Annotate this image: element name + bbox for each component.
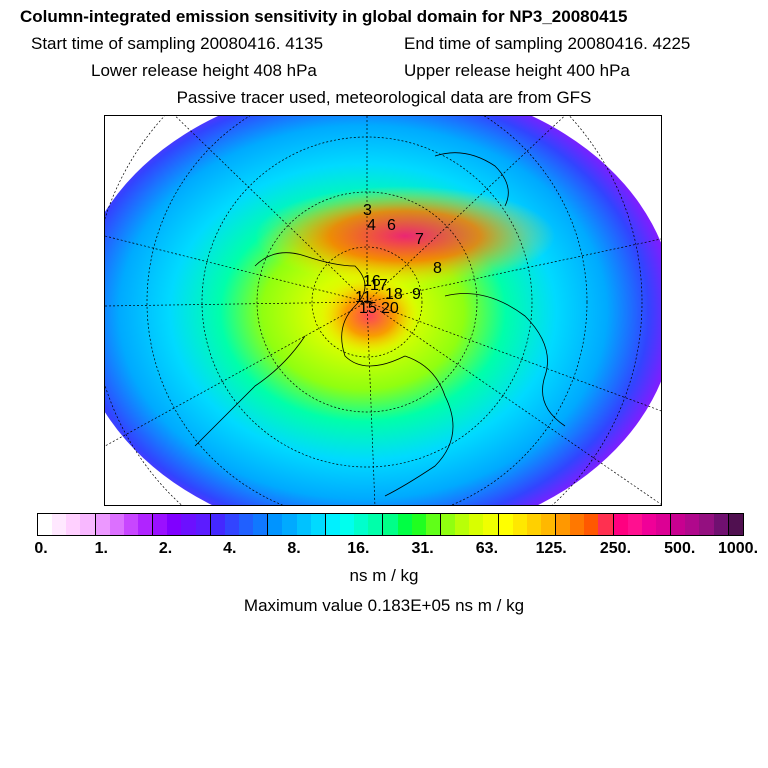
- colorbar-segment: [296, 514, 311, 535]
- colorbar-tick-label: 2.: [158, 540, 173, 557]
- annotation-17: 17: [370, 277, 388, 294]
- colorbar-segment: [540, 514, 556, 535]
- colorbar-segment: [354, 514, 369, 535]
- start-sampling-label: Start time of sampling 20080416. 4135: [31, 34, 324, 53]
- colorbar-tick-label: 31.: [411, 540, 434, 557]
- sensitivity-map: 3 4 6 7 8 16 17 11 18 9 15 20: [104, 115, 662, 506]
- graticule: [105, 116, 661, 505]
- colorbar-segment: [382, 514, 398, 535]
- colorbar-segment: [425, 514, 440, 535]
- colorbar-segment: [598, 514, 613, 535]
- annotation-3: 3: [363, 202, 372, 219]
- colorbar-segment: [324, 514, 340, 535]
- coastlines: [194, 152, 566, 497]
- map-canvas: 3 4 6 7 8 16 17 11 18 9 15 20: [105, 116, 661, 505]
- colorbar-segment: [612, 514, 628, 535]
- upper-release-label: Upper release height 400 hPa: [404, 61, 630, 80]
- colorbar-segment: [727, 514, 743, 535]
- annotation-15: 15: [359, 300, 377, 317]
- colorbar-segment: [109, 514, 124, 535]
- colorbar-segment: [512, 514, 527, 535]
- colorbar-tick-label: 4.: [223, 540, 237, 557]
- colorbar-segment: [397, 514, 412, 535]
- high-sensitivity-band: [255, 186, 555, 286]
- colorbar-segment: [94, 514, 110, 535]
- colorbar: [37, 513, 744, 536]
- annotation-4: 4: [367, 217, 376, 234]
- colorbar-segment: [439, 514, 456, 535]
- colorbar-segment: [253, 514, 268, 535]
- annotation-7: 7: [415, 231, 424, 248]
- colorbar-segment: [497, 514, 513, 535]
- colorbar-segment: [181, 514, 196, 535]
- colorbar-segment: [224, 514, 239, 535]
- colorbar-segment: [38, 514, 53, 535]
- colorbar-tick-label: 63.: [475, 540, 499, 557]
- colorbar-tick-label: 16.: [347, 540, 370, 557]
- colorbar-tick-label: 1.: [94, 540, 108, 557]
- colorbar-tick-label: 500.: [664, 540, 696, 557]
- annotation-16: 16: [363, 273, 381, 290]
- colorbar-tick-label: 0.: [34, 540, 48, 557]
- lower-release-label: Lower release height 408 hPa: [91, 61, 317, 80]
- colorbar-segment: [339, 514, 355, 535]
- colorbar-segment: [137, 514, 153, 535]
- colorbar-segment: [483, 514, 498, 535]
- colorbar-tick-label: 8.: [287, 540, 301, 557]
- chart-title: Column-integrated emission sensitivity i…: [20, 7, 628, 26]
- colorbar-segment: [66, 514, 81, 535]
- colorbar-segment: [123, 514, 138, 535]
- colorbar-segment: [555, 514, 571, 535]
- colorbar-unit: ns m / kg: [349, 566, 419, 585]
- colorbar-segment: [282, 514, 297, 535]
- colorbar-segment: [713, 514, 728, 535]
- colorbar-tick-label: 1000.: [717, 540, 759, 557]
- annotation-18: 18: [385, 286, 403, 303]
- colorbar-segment: [80, 514, 95, 535]
- colorbar-segment: [267, 514, 283, 535]
- colorbar-segment: [195, 514, 210, 535]
- annotation-20: 20: [381, 300, 399, 317]
- colorbar-segment: [310, 514, 325, 535]
- colorbar-segment: [627, 514, 642, 535]
- colorbar-segment: [584, 514, 599, 535]
- colorbar-segment: [641, 514, 657, 535]
- end-sampling-label: End time of sampling 20080416. 4225: [404, 34, 691, 53]
- colorbar-segment: [670, 514, 686, 535]
- colorbar-segment: [209, 514, 225, 535]
- annotation-11: 11: [355, 289, 372, 306]
- colorbar-segment: [368, 514, 383, 535]
- max-value-label: Maximum value 0.183E+05 ns m / kg: [243, 596, 525, 615]
- colorbar-segment: [455, 514, 470, 535]
- tracer-note: Passive tracer used, meteorological data…: [176, 88, 592, 107]
- colorbar-segment: [685, 514, 700, 535]
- annotation-8: 8: [433, 260, 442, 277]
- colorbar-tick-label: 125.: [535, 540, 567, 557]
- colorbar-segment: [699, 514, 714, 535]
- colorbar-segment: [570, 514, 585, 535]
- annotation-6: 6: [387, 217, 396, 234]
- colorbar-segment: [469, 514, 484, 535]
- colorbar-segment: [167, 514, 182, 535]
- colorbar-segment: [238, 514, 254, 535]
- colorbar-segment: [52, 514, 67, 535]
- colorbar-segment: [656, 514, 671, 535]
- annotation-9: 9: [412, 286, 421, 303]
- colorbar-tick-label: 250.: [599, 540, 632, 557]
- colorbar-segment: [152, 514, 168, 535]
- colorbar-segment: [411, 514, 426, 535]
- colorbar-segment: [526, 514, 541, 535]
- map-labels: 3 4 6 7 8 16 17 11 18 9 15 20: [355, 202, 442, 317]
